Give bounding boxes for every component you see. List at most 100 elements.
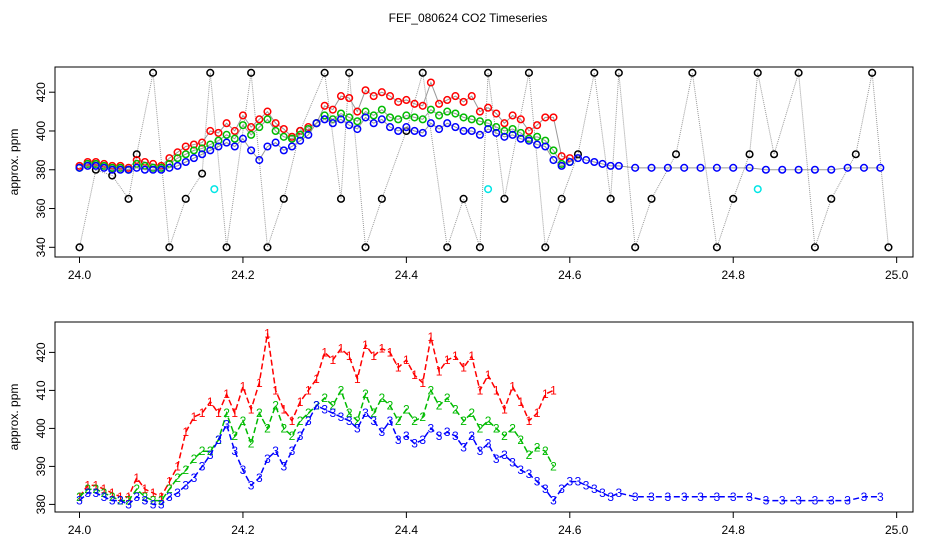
top-point-1: [328, 105, 337, 114]
top-ytick-label: 380: [34, 159, 48, 179]
bottom-point-3: 3: [182, 478, 189, 492]
top-ytick-label: 340: [34, 237, 48, 257]
top-point-raw: [753, 68, 762, 77]
bottom-xtick-label: 24.4: [395, 523, 419, 537]
bottom-point-3: 3: [297, 429, 304, 443]
bottom-point-2: 2: [419, 410, 426, 424]
top-point-3: [140, 165, 149, 174]
bottom-point-1: 1: [297, 395, 304, 409]
top-point-3: [533, 140, 542, 149]
top-series-1-line: [79, 81, 570, 169]
bottom-point-2: 2: [101, 486, 108, 500]
top-point-raw: [206, 68, 215, 77]
bottom-point-3: 3: [133, 490, 140, 504]
bottom-point-1: 1: [517, 395, 524, 409]
bottom-point-1: 1: [150, 486, 157, 500]
top-point-3: [296, 136, 305, 145]
top-point-3: [484, 124, 493, 134]
top-point-3: [394, 126, 403, 136]
top-point-raw: [475, 243, 484, 252]
bottom-point-1: 1: [125, 490, 132, 504]
bottom-point-2: 2: [493, 421, 500, 435]
bottom-point-2: 2: [477, 421, 484, 435]
bottom-point-2: 2: [444, 391, 451, 405]
bottom-point-3: 3: [607, 490, 614, 504]
bottom-point-3: 3: [142, 494, 149, 508]
bottom-point-3: 3: [444, 425, 451, 439]
top-point-2: [320, 111, 329, 120]
chart-title: FEF_080624 CO2 Timeseries: [389, 11, 548, 25]
top-point-3: [712, 163, 721, 172]
top-point-raw: [500, 194, 509, 203]
top-point-1: [385, 92, 395, 101]
top-point-2: [426, 105, 435, 114]
top-point-2: [181, 150, 190, 159]
top-point-raw: [745, 150, 754, 159]
bottom-ytick-label: 400: [34, 418, 48, 438]
top-point-1: [418, 101, 427, 110]
bottom-point-1: 1: [419, 376, 426, 390]
top-point-raw: [345, 68, 354, 77]
bottom-point-3: 3: [828, 494, 835, 508]
top-point-3: [745, 163, 754, 172]
top-point-3: [663, 163, 672, 172]
bottom-point-3: 3: [436, 429, 443, 443]
top-point-raw: [541, 243, 550, 252]
bottom-point-2: 2: [452, 402, 459, 416]
top-point-2: [459, 113, 468, 122]
top-point-3: [336, 115, 346, 124]
bottom-point-3: 3: [346, 414, 353, 428]
bottom-point-1: 1: [215, 406, 222, 420]
bottom-point-3: 3: [681, 490, 688, 504]
top-point-1: [132, 156, 141, 165]
bottom-point-1: 1: [182, 425, 189, 439]
bottom-point-1: 1: [411, 368, 418, 382]
bottom-point-1: 1: [191, 410, 198, 424]
bottom-point-2: 2: [223, 406, 230, 420]
bottom-point-3: 3: [632, 490, 639, 504]
bottom-ylabel: approx. ppm: [7, 384, 21, 451]
top-point-1: [263, 107, 272, 116]
bottom-plot-frame: [54, 321, 914, 513]
top-point-raw: [810, 243, 819, 252]
bottom-point-2: 2: [174, 471, 181, 485]
bottom-point-1: 1: [240, 380, 247, 394]
top-point-3: [541, 142, 550, 151]
top-point-3: [377, 115, 386, 124]
bottom-point-2: 2: [395, 414, 402, 428]
bottom-point-1: 1: [264, 326, 271, 340]
top-point-1: [459, 97, 468, 106]
top-point-2: [279, 132, 288, 141]
bottom-point-2: 2: [133, 482, 140, 496]
top-point-2: [435, 111, 444, 120]
top-point-2: [222, 130, 231, 139]
top-point-1: [565, 154, 574, 163]
bottom-point-2: 2: [256, 406, 263, 420]
top-point-3: [149, 165, 158, 174]
bottom-point-3: 3: [730, 490, 737, 504]
bottom-point-2: 2: [517, 433, 524, 447]
bottom-point-3: 3: [468, 429, 475, 443]
top-xtick-label: 25.0: [885, 268, 909, 282]
bottom-point-2: 2: [354, 414, 361, 428]
bottom-point-1: 1: [534, 406, 541, 420]
top-point-3: [173, 161, 182, 170]
top-point-1: [271, 119, 280, 128]
bottom-point-3: 3: [844, 494, 851, 508]
top-point-1: [173, 148, 182, 157]
top-point-3: [402, 123, 411, 132]
bottom-point-2: 2: [207, 444, 214, 458]
bottom-point-3: 3: [795, 494, 802, 508]
top-point-3: [369, 119, 378, 128]
top-point-1: [451, 92, 460, 101]
bottom-point-3: 3: [509, 456, 516, 470]
bottom-point-3: 3: [387, 414, 394, 428]
top-point-3: [75, 163, 84, 172]
bottom-point-1: 1: [313, 372, 320, 386]
top-point-3: [132, 163, 141, 172]
top-point-1: [198, 138, 207, 147]
bottom-point-1: 1: [223, 387, 230, 401]
top-point-2: [500, 126, 509, 136]
bottom-point-3: 3: [174, 486, 181, 500]
top-point-3: [238, 134, 247, 143]
